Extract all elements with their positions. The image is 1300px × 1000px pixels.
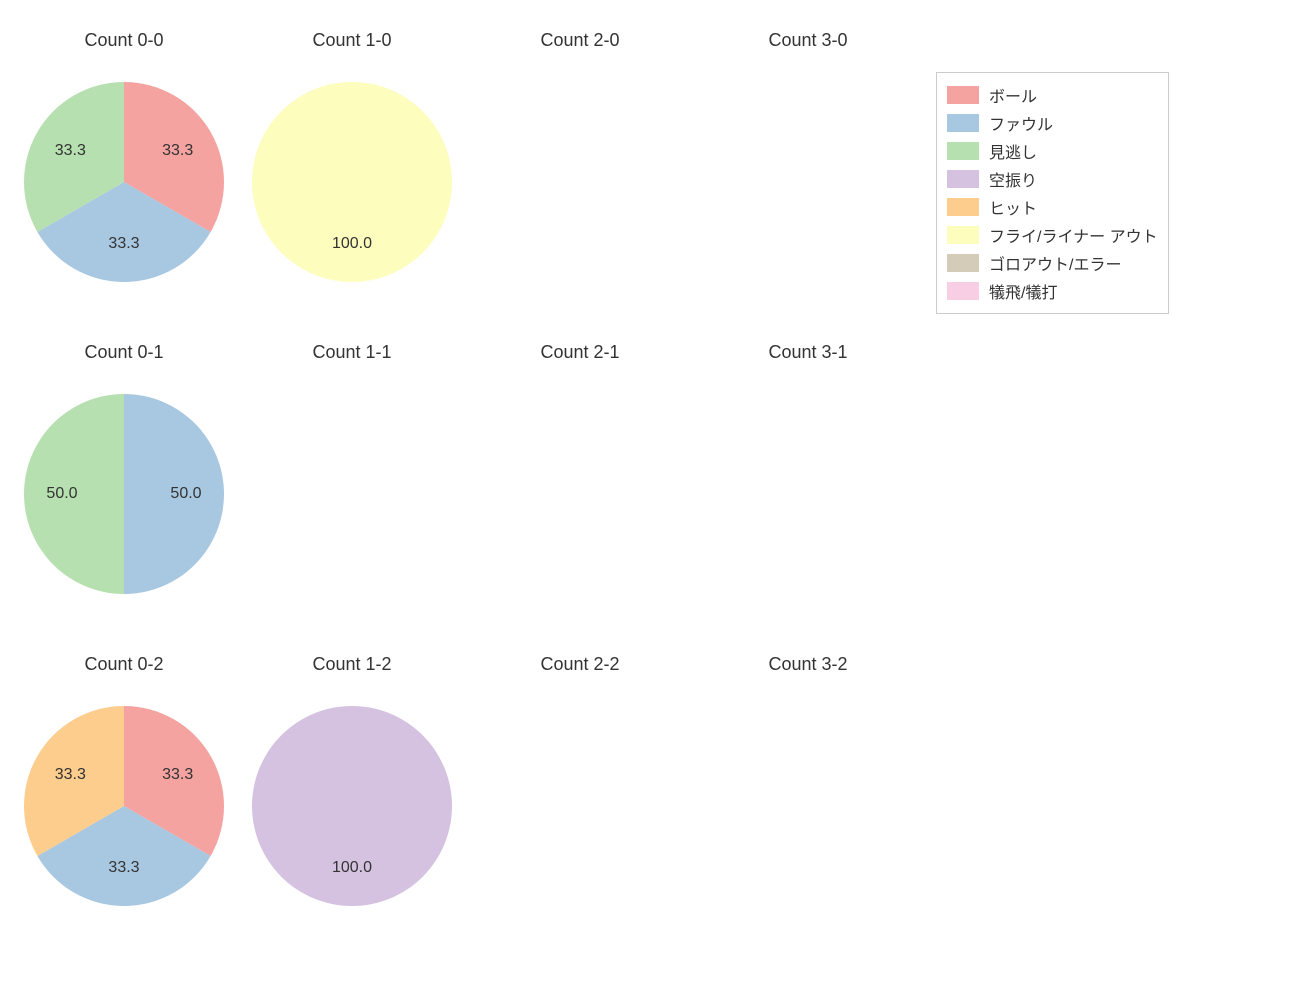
pie-chart: 100.0: [252, 706, 452, 906]
legend-label: 見逃し: [989, 139, 1037, 163]
legend-swatch: [947, 86, 979, 104]
chart-cell-title: Count 3-2: [694, 654, 922, 675]
legend-item: フライ/ライナー アウト: [947, 221, 1158, 249]
pie-chart: 33.3 33.3 33.3: [24, 82, 224, 282]
legend-item: ファウル: [947, 109, 1158, 137]
pie-slice-label: 50.0: [46, 485, 77, 502]
legend-label: ヒット: [989, 195, 1037, 219]
legend: ボールファウル見逃し空振りヒットフライ/ライナー アウトゴロアウト/エラー犠飛/…: [936, 72, 1169, 314]
legend-item: 見逃し: [947, 137, 1158, 165]
chart-cell-title: Count 0-0: [10, 30, 238, 51]
legend-label: フライ/ライナー アウト: [989, 223, 1158, 247]
legend-swatch: [947, 114, 979, 132]
chart-cell-title: Count 2-1: [466, 342, 694, 363]
chart-cell: Count 3-2: [694, 634, 922, 946]
pie-slice-label: 100.0: [332, 859, 372, 876]
chart-cell: Count 1-0 100.0: [238, 10, 466, 322]
pie-slice-label: 33.3: [162, 142, 193, 159]
legend-item: 犠飛/犠打: [947, 277, 1158, 305]
pie-chart: [480, 82, 680, 282]
pie-slice-label: 33.3: [108, 859, 139, 876]
chart-cell: Count 3-1: [694, 322, 922, 634]
chart-cell: Count 2-1: [466, 322, 694, 634]
legend-label: 犠飛/犠打: [989, 279, 1057, 303]
chart-cell-title: Count 0-2: [10, 654, 238, 675]
pie-chart: 50.0 50.0: [24, 394, 224, 594]
pie-chart: 100.0: [252, 82, 452, 282]
pie-chart: 33.3 33.3 33.3: [24, 706, 224, 906]
chart-cell: Count 0-1 50.0 50.0: [10, 322, 238, 634]
legend-label: 空振り: [989, 167, 1037, 191]
chart-cell-title: Count 2-2: [466, 654, 694, 675]
pie-chart: [480, 706, 680, 906]
legend-label: ゴロアウト/エラー: [989, 251, 1121, 275]
legend-swatch: [947, 226, 979, 244]
chart-cell-title: Count 2-0: [466, 30, 694, 51]
chart-cell-title: Count 1-1: [238, 342, 466, 363]
chart-cell: Count 0-0 33.3 33.3 33.3: [10, 10, 238, 322]
chart-cell-title: Count 3-0: [694, 30, 922, 51]
pie-chart: [708, 82, 908, 282]
chart-grid: Count 0-033.333.333.3Count 1-0100.0Count…: [0, 0, 1300, 1000]
pie-slice-label: 100.0: [332, 235, 372, 252]
chart-cell-title: Count 1-0: [238, 30, 466, 51]
pie-chart: [708, 706, 908, 906]
pie-slice-label: 33.3: [55, 766, 86, 783]
pie-slice-label: 33.3: [162, 766, 193, 783]
chart-cell: Count 1-2 100.0: [238, 634, 466, 946]
legend-label: ボール: [989, 83, 1037, 107]
legend-swatch: [947, 170, 979, 188]
chart-cell: Count 2-0: [466, 10, 694, 322]
legend-swatch: [947, 198, 979, 216]
pie-chart: [480, 394, 680, 594]
legend-swatch: [947, 142, 979, 160]
pie-slice-label: 33.3: [108, 235, 139, 252]
legend-label: ファウル: [989, 111, 1053, 135]
chart-cell-title: Count 1-2: [238, 654, 466, 675]
pie-chart: [708, 394, 908, 594]
legend-item: ボール: [947, 81, 1158, 109]
pie-slice-label: 50.0: [170, 485, 201, 502]
pie-chart: [252, 394, 452, 594]
chart-cell: Count 2-2: [466, 634, 694, 946]
pie-slice-label: 33.3: [55, 142, 86, 159]
chart-cell-title: Count 0-1: [10, 342, 238, 363]
legend-item: ゴロアウト/エラー: [947, 249, 1158, 277]
legend-item: 空振り: [947, 165, 1158, 193]
legend-swatch: [947, 282, 979, 300]
chart-cell: Count 3-0: [694, 10, 922, 322]
chart-cell: Count 0-2 33.3 33.3 33.3: [10, 634, 238, 946]
chart-cell-title: Count 3-1: [694, 342, 922, 363]
legend-swatch: [947, 254, 979, 272]
chart-cell: Count 1-1: [238, 322, 466, 634]
legend-item: ヒット: [947, 193, 1158, 221]
